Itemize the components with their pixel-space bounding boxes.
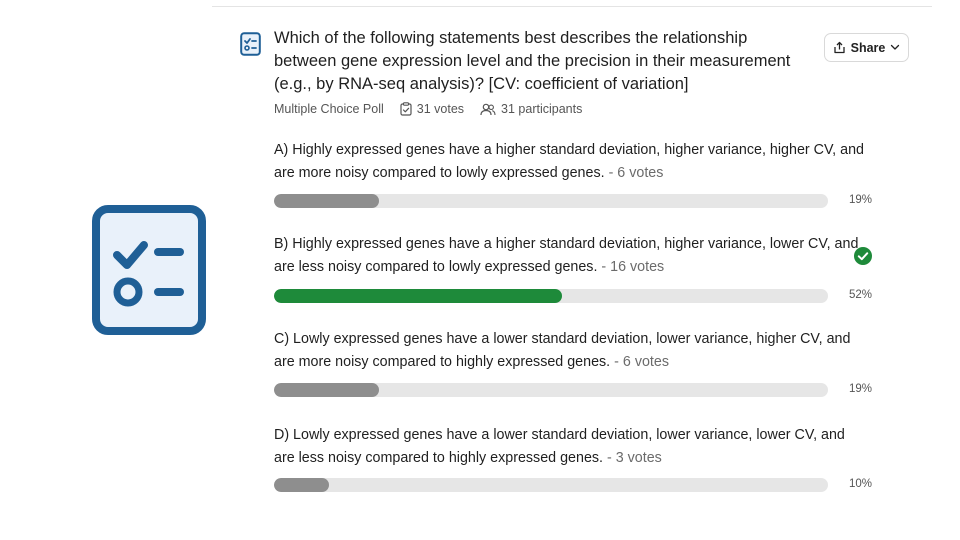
poll-option-d: D) Lowly expressed genes have a lower st… [274,424,874,492]
option-votes: - 6 votes [608,165,664,181]
users-icon [480,103,496,115]
option-votes: - 6 votes [614,354,669,370]
option-label: D) Lowly expressed genes have a lower st… [274,427,845,466]
option-percent: 19% [849,194,873,206]
option-bar-track [274,289,828,303]
option-bar-track [274,478,828,492]
participants-label: 31 participants [501,102,583,116]
option-bar-track [274,383,828,397]
poll-question: Which of the following statements best d… [274,29,791,93]
poll-option-c: C) Lowly expressed genes have a lower st… [274,328,874,397]
option-bar-fill [274,289,563,303]
option-votes: - 3 votes [607,450,662,466]
option-bar-fill [274,383,380,397]
option-text: C) Lowly expressed genes have a lower st… [274,328,868,374]
option-percent: 52% [849,289,873,301]
poll-checklist-icon [240,32,261,56]
option-label: B) Highly expressed genes have a higher … [274,236,859,275]
clipboard-check-icon [400,102,412,116]
large-checklist-icon [92,205,206,335]
poll-option-b: B) Highly expressed genes have a higher … [274,233,874,303]
option-percent: 19% [849,383,873,395]
share-icon [833,41,845,54]
option-bar-fill [274,194,380,208]
poll-meta: Multiple Choice Poll 31 votes 31 partici… [274,101,598,117]
votes-label: 31 votes [416,102,465,116]
option-bar-track [274,194,828,208]
option-label: A) Highly expressed genes have a higher … [274,142,864,181]
participants-count: 31 participants [480,102,582,116]
option-text: B) Highly expressed genes have a higher … [274,233,868,279]
option-percent: 10% [849,478,873,490]
chevron-down-icon [891,44,900,50]
poll-option-a: A) Highly expressed genes have a higher … [274,139,874,208]
option-text: A) Highly expressed genes have a higher … [274,139,868,185]
top-divider [212,6,932,7]
share-label: Share [850,40,886,55]
correct-check-icon [854,247,872,265]
option-label: C) Lowly expressed genes have a lower st… [274,331,851,370]
poll-type-label: Multiple Choice Poll [274,102,384,116]
option-bar-fill [274,478,330,492]
share-button[interactable]: Share [824,33,909,62]
votes-count: 31 votes [400,102,464,116]
option-votes: - 16 votes [601,259,665,275]
option-text: D) Lowly expressed genes have a lower st… [274,424,868,470]
